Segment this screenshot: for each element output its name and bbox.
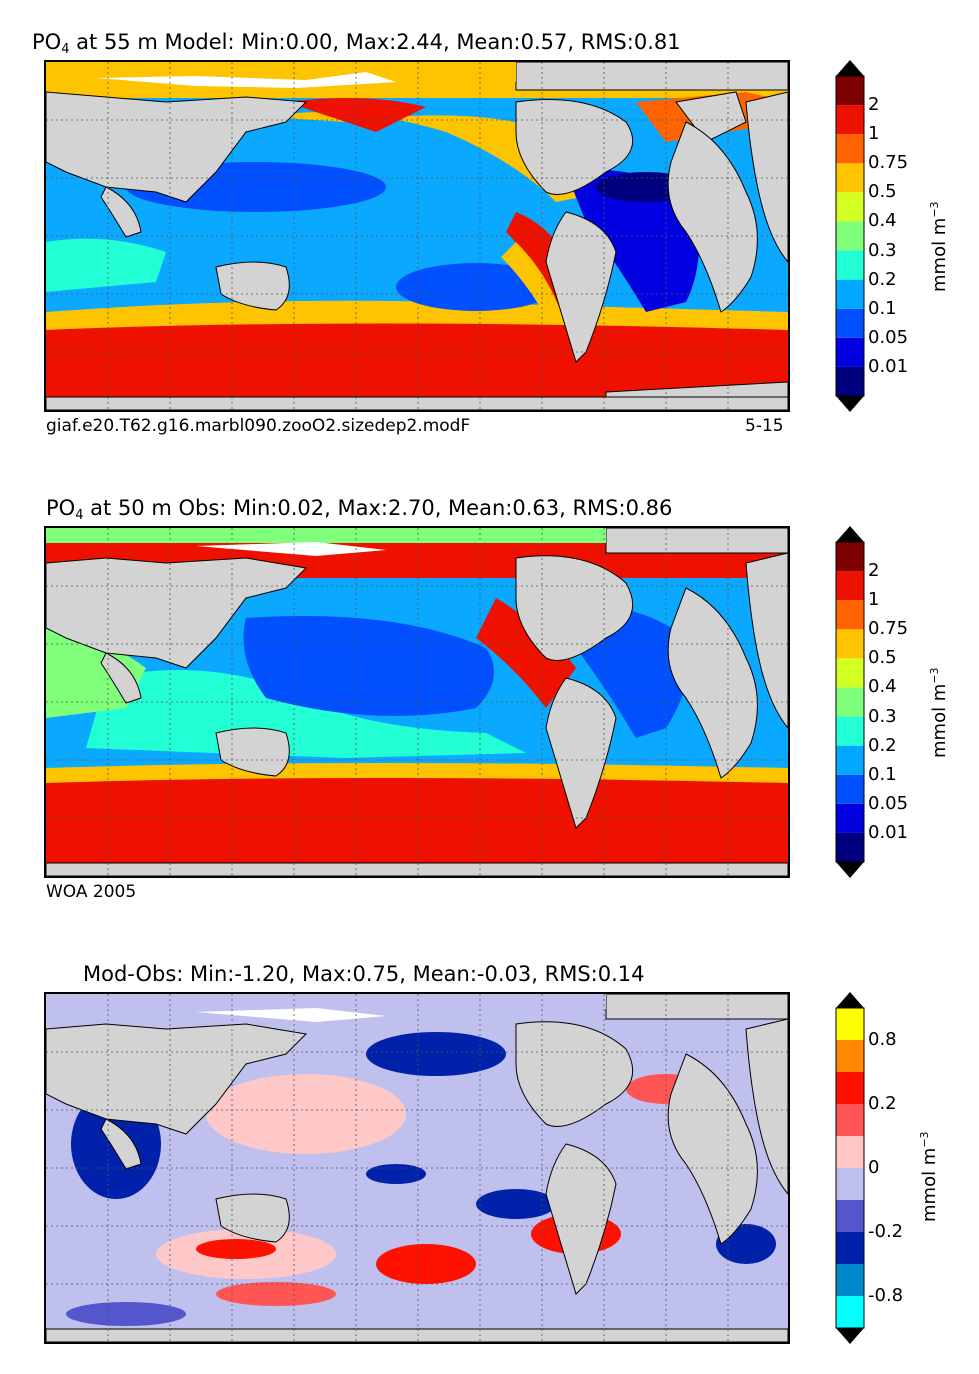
colorbar-swatch [836, 1296, 864, 1328]
colorbar-swatch [836, 1136, 864, 1168]
colorbar-tick-label: 0.2 [868, 268, 897, 290]
colorbar-extend-max [836, 526, 864, 542]
colorbar-swatch [836, 542, 864, 572]
panel2-colorbar [835, 526, 865, 878]
colorbar-swatch [836, 832, 864, 862]
panel1-colorbar [835, 60, 865, 412]
colorbar-tick-label: 0 [868, 1157, 880, 1178]
colorbar-swatch [836, 571, 864, 601]
colorbar-swatch [836, 163, 864, 193]
colorbar-swatch [836, 716, 864, 746]
colorbar-tick-label: 0.01 [868, 821, 909, 843]
colorbar-tick-label: 0.75 [868, 618, 909, 640]
colorbar-swatch [836, 105, 864, 135]
colorbar-swatch [836, 221, 864, 251]
colorbar-swatch [836, 366, 864, 396]
panel2-title: PO4 at 50 m Obs: Min:0.02, Max:2.70, Mea… [46, 496, 673, 523]
colorbar-tick-label: 2 [868, 560, 880, 582]
colorbar-extend-min [836, 862, 864, 878]
panel1-unit-label: mmol m−3 [928, 201, 950, 292]
colorbar-tick-label: 0.05 [868, 326, 909, 348]
colorbar-tick-label: 2 [868, 94, 880, 116]
colorbar-frame [835, 541, 865, 863]
colorbar-swatch [836, 803, 864, 833]
colorbar-tick-label: 0.01 [868, 355, 909, 377]
colorbar-swatch [836, 1104, 864, 1136]
colorbar-tick-label: 1 [868, 589, 880, 611]
colorbar-swatch [836, 774, 864, 804]
panel1-title: PO4 at 55 m Model: Min:0.00, Max:2.44, M… [32, 30, 681, 57]
colorbar-tick-label: 0.2 [868, 1093, 897, 1114]
colorbar-tick-label: 0.05 [868, 792, 909, 814]
colorbar-tick-label: 0.1 [868, 297, 897, 319]
colorbar-swatch [836, 192, 864, 222]
colorbar-tick-label: 0.3 [868, 705, 897, 727]
colorbar-swatch [836, 1168, 864, 1200]
colorbar-swatch [836, 337, 864, 367]
colorbar-swatch [836, 1232, 864, 1264]
colorbar-extend-max [836, 992, 864, 1008]
colorbar-tick-label: 1 [868, 123, 880, 145]
colorbar-tick-label: 0.1 [868, 763, 897, 785]
colorbar-tick-label: 0.4 [868, 210, 897, 232]
colorbar-extend-min [836, 396, 864, 412]
colorbar-extend-max [836, 60, 864, 76]
panel3-map [44, 992, 790, 1344]
colorbar-swatch [836, 629, 864, 659]
colorbar-frame [835, 1007, 865, 1329]
colorbar-tick-label: 0.5 [868, 647, 897, 669]
colorbar-swatch [836, 1264, 864, 1296]
colorbar-tick-label: -0.2 [868, 1221, 904, 1242]
colorbar-tick-label: 0.75 [868, 152, 909, 174]
colorbar-tick-label: 0.8 [868, 1029, 897, 1050]
colorbar-swatch [836, 1008, 864, 1040]
colorbar-extend-min [836, 1328, 864, 1344]
panel1-year-range: 5-15 [745, 416, 784, 436]
panel3-colorbar [835, 992, 865, 1344]
colorbar-swatch [836, 1040, 864, 1072]
panel2-source: WOA 2005 [46, 882, 137, 902]
colorbar-tick-label: 0.4 [868, 676, 897, 698]
panel3-title: Mod-Obs: Min:-1.20, Max:0.75, Mean:-0.03… [83, 962, 645, 986]
panel1-map [44, 60, 790, 412]
colorbar-swatch [836, 745, 864, 775]
colorbar-swatch [836, 600, 864, 630]
panel1-run-name: giaf.e20.T62.g16.marbl090.zooO2.sizedep2… [46, 416, 471, 436]
colorbar-swatch [836, 76, 864, 106]
panel2-map [44, 526, 790, 878]
colorbar-swatch [836, 279, 864, 309]
colorbar-tick-label: 0.2 [868, 734, 897, 756]
colorbar-swatch [836, 134, 864, 164]
colorbar-swatch [836, 658, 864, 688]
colorbar-tick-label: 0.5 [868, 181, 897, 203]
colorbar-tick-label: 0.3 [868, 239, 897, 261]
panel2-unit-label: mmol m−3 [928, 667, 950, 758]
colorbar-swatch [836, 1072, 864, 1104]
colorbar-tick-label: -0.8 [868, 1285, 904, 1306]
colorbar-swatch [836, 687, 864, 717]
colorbar-frame [835, 75, 865, 397]
panel3-unit-label: mmol m−3 [918, 1131, 940, 1222]
colorbar-swatch [836, 250, 864, 280]
colorbar-swatch [836, 308, 864, 338]
colorbar-swatch [836, 1200, 864, 1232]
